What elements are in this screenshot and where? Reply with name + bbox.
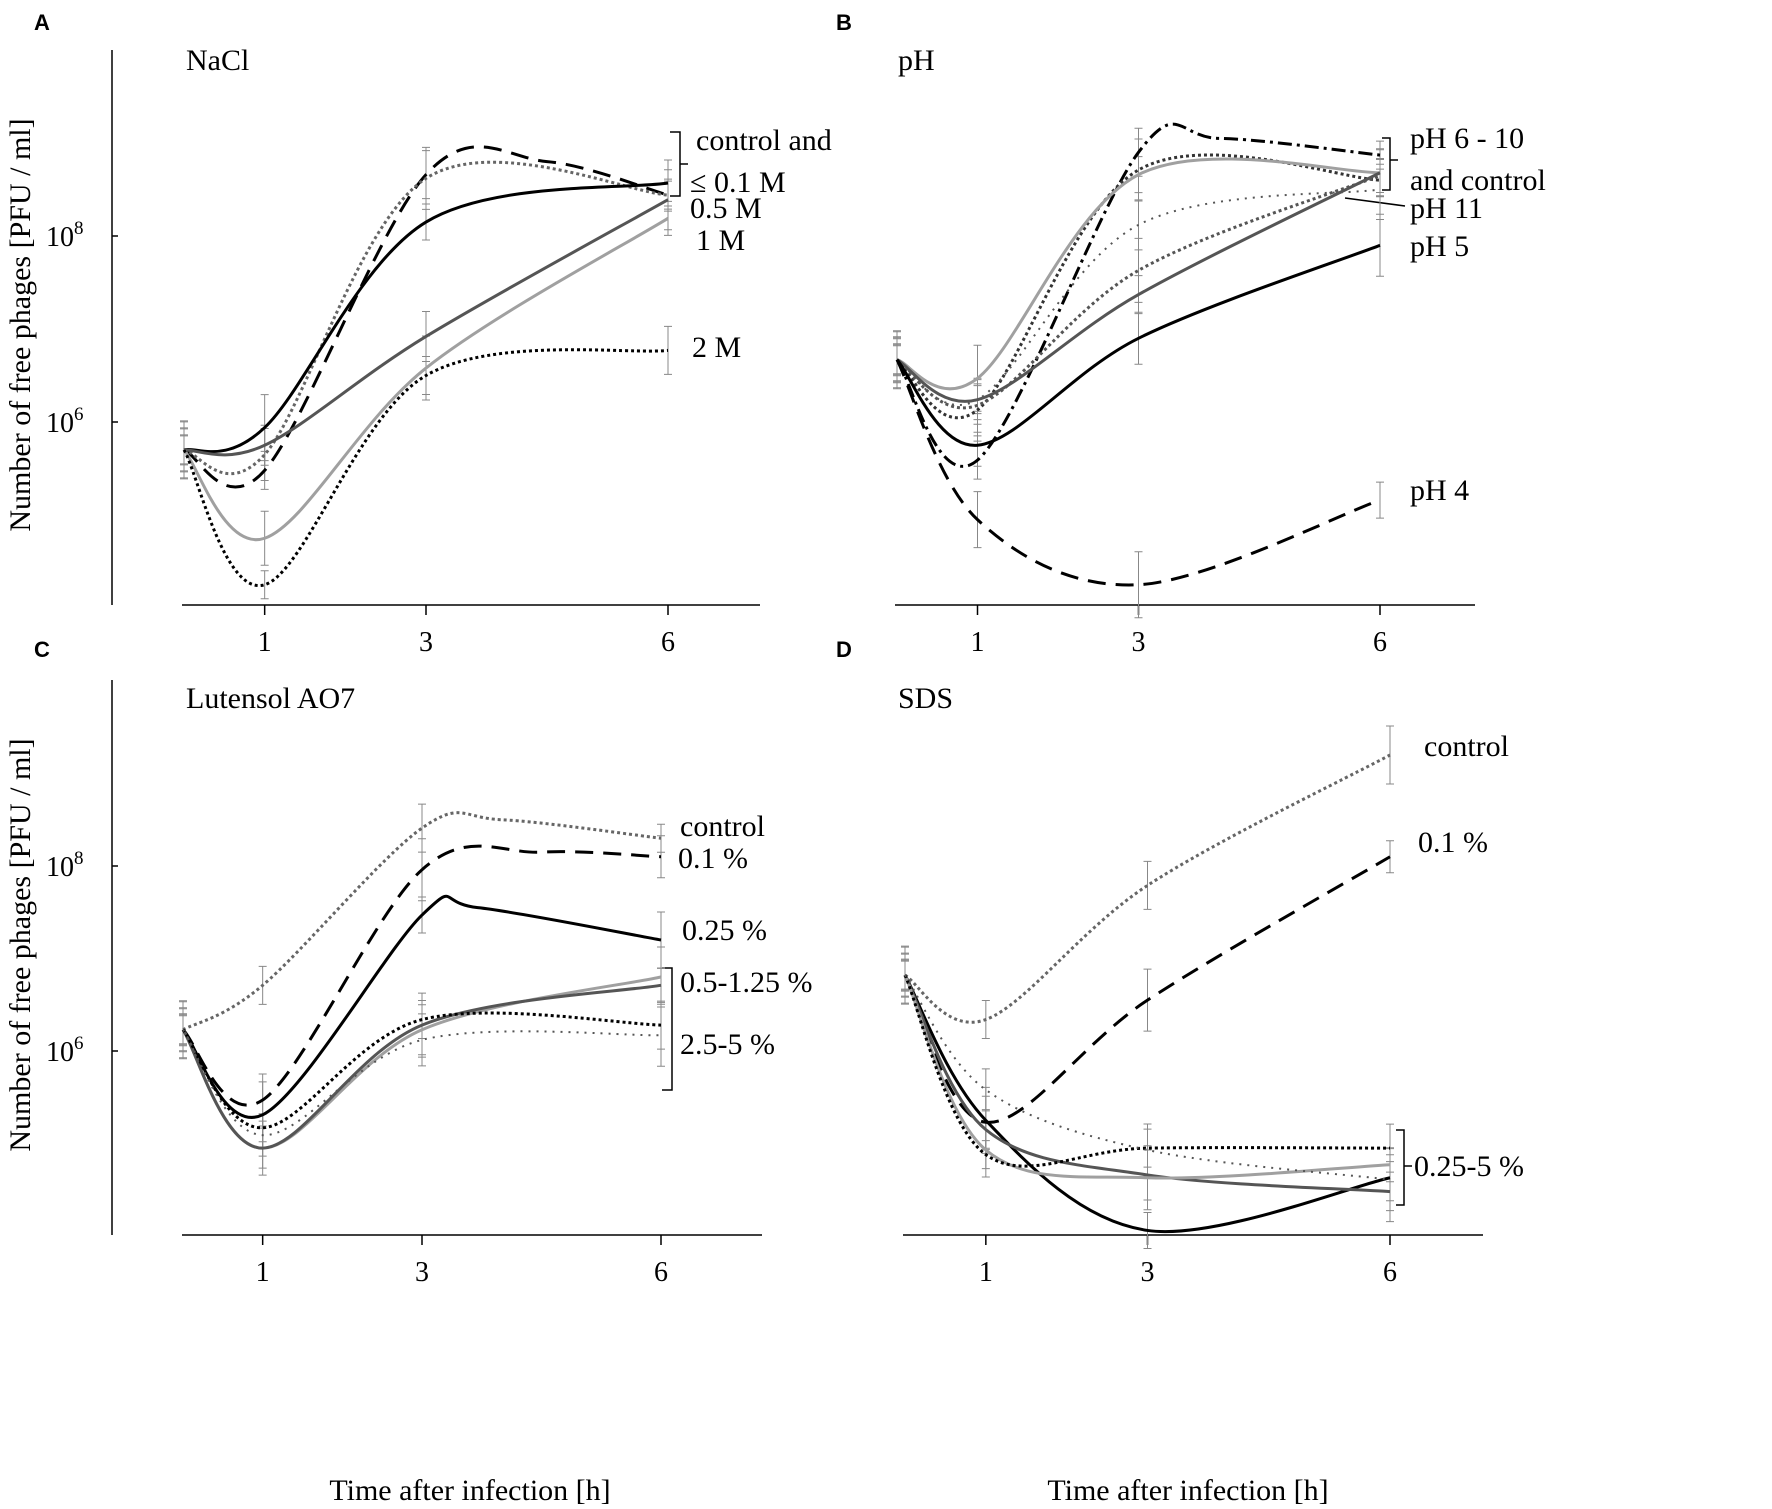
- series-line-d-0: [904, 753, 1391, 1024]
- error-bar-b: [1376, 213, 1384, 277]
- y-tick-c-1e6: 106: [46, 1033, 84, 1068]
- error-bar-c: [418, 1013, 426, 1067]
- panel-letter-a: A: [34, 10, 50, 35]
- annotation-b-ph5: pH 5: [1410, 230, 1469, 263]
- x-tick-label-c: 3: [415, 1257, 429, 1288]
- x-tick-label-a: 1: [258, 627, 272, 658]
- x-tick-label-b: 3: [1132, 627, 1146, 658]
- error-bar-d: [1143, 860, 1152, 910]
- y-axis-label-a: Number of free phages [PFU / ml]: [4, 118, 37, 531]
- panel-letter-c: C: [34, 637, 50, 662]
- bracket-b: [1382, 137, 1398, 191]
- bracket-c: [662, 967, 673, 1091]
- y-tick-a-1e8: 108: [46, 218, 84, 253]
- series-line-d-5: [903, 974, 1391, 1168]
- series-line-b-6: [895, 243, 1381, 447]
- x-tick-label-c: 1: [256, 1257, 270, 1288]
- annotation-b-control: and control: [1410, 164, 1546, 197]
- x-tick-label-b: 1: [971, 627, 985, 658]
- series-line-b-3: [896, 188, 1381, 406]
- annotation-c-control: control: [680, 810, 765, 843]
- series-line-a-5: [182, 348, 669, 587]
- series-line-c-5: [181, 1011, 662, 1130]
- series-line-c-0: [182, 811, 662, 1032]
- y-tick-c-1e8: 108: [46, 848, 84, 883]
- annotation-d-0.1: 0.1 %: [1418, 826, 1488, 859]
- bracket-a: [670, 131, 688, 197]
- series-line-d-4: [903, 974, 1391, 1180]
- series-line-a-3: [183, 198, 669, 457]
- panel-letter-d: D: [836, 637, 852, 662]
- x-tick-label-b: 6: [1373, 627, 1387, 658]
- series-line-c-6: [182, 1029, 662, 1137]
- annotation-c-0.5-1.25: 0.5-1.25 %: [680, 966, 812, 999]
- panel-title-d: SDS: [898, 682, 953, 715]
- x-tick-label-d: 6: [1383, 1257, 1397, 1288]
- x-tick-label-d: 3: [1141, 1257, 1155, 1288]
- series-line-d-3: [903, 974, 1391, 1194]
- panel-title-c: Lutensol AO7: [186, 682, 355, 715]
- annotation-c-0.1: 0.1 %: [678, 842, 748, 875]
- series-line-b-5: [896, 171, 1381, 403]
- annotation-d-0.25-5: 0.25-5 %: [1414, 1150, 1524, 1183]
- x-tick-label-d: 1: [979, 1257, 993, 1288]
- x-tick-label-a: 3: [419, 627, 433, 658]
- leader-b-ph11: [1344, 197, 1406, 207]
- error-bar-c: [657, 1003, 665, 1067]
- annotation-a-0.5m-vis: 0.5 M: [690, 192, 762, 225]
- annotation-c-2.5-5: 2.5-5 %: [680, 1028, 775, 1061]
- x-axis-label-c: Time after infection [h]: [329, 1474, 610, 1507]
- panel-letter-b: B: [836, 10, 852, 35]
- series-line-a-1: [183, 160, 669, 476]
- annotation-a-1m: 1 M: [696, 224, 745, 257]
- x-axis-label-d: Time after infection [h]: [1047, 1474, 1328, 1507]
- annotation-b-ph11: pH 11: [1410, 192, 1483, 225]
- series-line-a-2: [183, 181, 669, 454]
- annotation-a-control: control and: [696, 124, 832, 157]
- annotation-d-control: control: [1424, 730, 1509, 763]
- x-tick-label-c: 6: [654, 1257, 668, 1288]
- series-line-b-4: [896, 174, 1381, 410]
- series-line-d-1: [903, 855, 1391, 1124]
- error-bar-b: [1134, 551, 1143, 619]
- series-line-a-0: [183, 145, 669, 489]
- panel-title-b: pH: [898, 44, 935, 77]
- error-bar-a: [260, 570, 269, 600]
- annotation-a-0.1m: ≤ 0.1 M: [690, 166, 786, 199]
- panel-title-a: NaCl: [186, 44, 249, 77]
- x-tick-label-a: 6: [661, 627, 675, 658]
- error-bar-b: [1376, 481, 1384, 519]
- series-line-c-2: [181, 894, 662, 1119]
- y-axis-label-c: Number of free phages [PFU / ml]: [4, 738, 37, 1151]
- annotation-b-ph6-10: pH 6 - 10: [1410, 122, 1524, 155]
- series-line-d-2: [903, 974, 1391, 1234]
- series-line-c-1: [181, 844, 662, 1107]
- annotation-a-2m: 2 M: [692, 331, 741, 364]
- annotation-b-ph4: pH 4: [1410, 474, 1469, 507]
- annotation-c-0.25: 0.25 %: [682, 914, 767, 947]
- series-line-b-2: [896, 157, 1381, 391]
- series-line-b-7: [895, 359, 1381, 587]
- error-bar-d: [1386, 1148, 1394, 1212]
- series-line-a-4: [182, 217, 669, 542]
- bracket-d: [1396, 1129, 1412, 1206]
- error-bar-d: [981, 1068, 990, 1112]
- y-tick-a-1e6: 106: [46, 404, 84, 439]
